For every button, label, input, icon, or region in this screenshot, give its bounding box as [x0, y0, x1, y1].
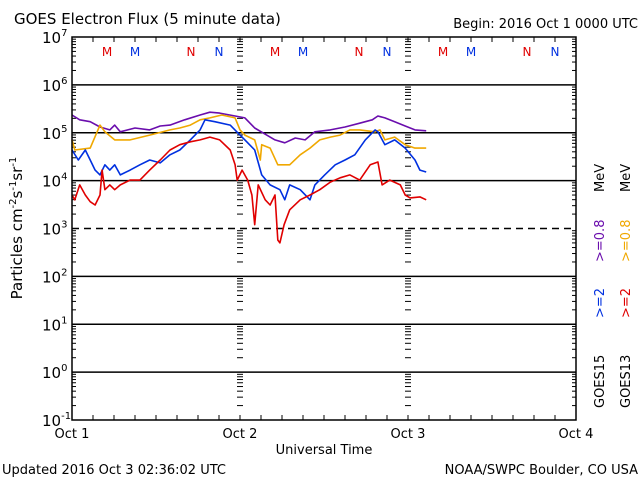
position-marker: N	[215, 45, 224, 59]
credit: NOAA/SWPC Boulder, CO USA	[445, 463, 638, 478]
updated-timestamp: Updated 2016 Oct 3 02:36:02 UTC	[2, 463, 226, 478]
position-marker: M	[438, 45, 448, 59]
y-tick-label: 104	[42, 172, 67, 191]
position-marker: M	[298, 45, 308, 59]
x-tick-label: Oct 1	[55, 427, 90, 442]
y-tick-exponent: 1	[61, 315, 67, 326]
y-tick-label: 102	[42, 267, 67, 286]
series-line	[71, 114, 427, 166]
x-axis-label: Universal Time	[276, 443, 373, 458]
position-marker: M	[270, 45, 280, 59]
y-axis-label-s: s	[8, 190, 26, 198]
y-tick-exponent: 5	[61, 124, 67, 135]
y-axis-label-exp3: -1	[8, 157, 19, 167]
series-line	[71, 111, 427, 144]
x-tick-label: Oct 4	[559, 427, 594, 442]
y-tick-base: 10	[42, 316, 61, 334]
position-marker: N	[383, 45, 392, 59]
chart-title: GOES Electron Flux (5 minute data)	[14, 10, 281, 28]
y-tick-label: 100	[42, 363, 67, 382]
position-marker: M	[130, 45, 140, 59]
legend-low-energy: >=2	[593, 288, 608, 318]
y-tick-label: 105	[42, 124, 67, 143]
series-line	[71, 136, 427, 244]
y-tick-label: 101	[42, 315, 67, 334]
begin-time: Begin: 2016 Oct 1 0000 UTC	[453, 17, 638, 32]
y-tick-base: 10	[42, 221, 61, 239]
x-tick-label: Oct 2	[223, 427, 258, 442]
y-tick-base: 10	[42, 173, 61, 191]
y-axis-label-base: Particles cm	[8, 208, 26, 299]
series-line	[71, 119, 427, 201]
y-tick-base: 10	[42, 268, 61, 286]
position-marker: N	[187, 45, 196, 59]
position-marker: M	[466, 45, 476, 59]
y-axis-label-exp1: -2	[8, 198, 19, 208]
y-axis-label: Particles cm-2s-1sr-1	[8, 157, 26, 300]
legend-low-energy: >=2	[619, 288, 634, 318]
y-tick-base: 10	[42, 29, 61, 47]
gridlines	[72, 84, 576, 373]
y-tick-base: 10	[42, 412, 61, 430]
y-tick-exponent: -1	[61, 411, 71, 422]
y-tick-exponent: 6	[61, 76, 67, 87]
y-tick-exponent: 0	[61, 363, 67, 374]
position-marker: N	[551, 45, 560, 59]
y-tick-exponent: 3	[61, 220, 67, 231]
y-tick-label: 107	[42, 28, 67, 47]
y-tick-base: 10	[42, 77, 61, 95]
y-axis-label-exp2: -1	[8, 181, 19, 191]
legend-unit: MeV	[593, 164, 608, 192]
y-tick-label: 10-1	[42, 411, 71, 430]
legend: GOES15 >=2 >=0.8 MeV GOES13 >=2 >=0.8 MeV	[593, 164, 634, 408]
legend-high-energy: >=0.8	[593, 220, 608, 262]
y-tick-label: 106	[42, 76, 67, 95]
y-tick-exponent: 7	[61, 28, 67, 39]
position-marker: N	[523, 45, 532, 59]
position-marker: N	[355, 45, 364, 59]
legend-unit: MeV	[619, 164, 634, 192]
legend-satellite: GOES13	[619, 355, 634, 408]
y-tick-base: 10	[42, 125, 61, 143]
legend-satellite: GOES15	[593, 355, 608, 408]
x-tick-label: Oct 3	[391, 427, 426, 442]
position-marker: M	[102, 45, 112, 59]
y-tick-exponent: 2	[61, 267, 67, 278]
y-tick-label: 103	[42, 220, 67, 239]
y-tick-base: 10	[42, 364, 61, 382]
x-tick-labels: Oct 1 Oct 2 Oct 3 Oct 4	[55, 427, 594, 442]
y-tick-exponent: 4	[61, 172, 67, 183]
y-axis-label-sr: sr	[8, 166, 26, 181]
legend-high-energy: >=0.8	[619, 220, 634, 262]
plot-frame	[71, 36, 577, 421]
series-lines	[71, 111, 427, 244]
